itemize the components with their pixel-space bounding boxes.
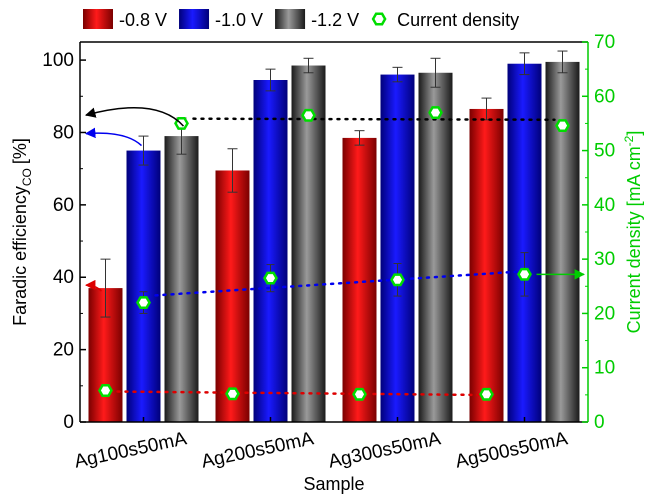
y2-tick-label: 30 xyxy=(594,249,615,270)
y2-tick-label: 60 xyxy=(594,86,615,107)
bar xyxy=(253,80,288,422)
y2-tick-label: 20 xyxy=(594,303,615,324)
y-tick-label: 80 xyxy=(53,122,74,143)
bar xyxy=(380,74,415,423)
y2-axis-label-superscript: -2 xyxy=(622,135,636,146)
bar xyxy=(418,72,453,422)
y-axis-label-unit: [%] xyxy=(10,138,30,164)
current-density-point xyxy=(301,108,316,122)
current-density-point xyxy=(428,106,443,120)
bar xyxy=(291,65,326,423)
legend-label: -0.8 V xyxy=(119,10,167,30)
current-density-point xyxy=(225,387,240,401)
y2-tick-label: 0 xyxy=(594,412,605,433)
current-density-point xyxy=(136,296,151,310)
y-tick-label: 0 xyxy=(63,412,74,433)
current-density-point xyxy=(555,119,570,133)
annotation-arrows xyxy=(84,107,586,292)
trend-line xyxy=(192,117,556,122)
current-density-points xyxy=(98,106,570,401)
bar xyxy=(342,137,377,422)
bar-layer xyxy=(88,61,580,423)
arrow-to-left-axis-red xyxy=(84,279,103,292)
y2-tick-label: 10 xyxy=(594,358,615,379)
x-tick-label: Ag200s50mA xyxy=(200,428,316,472)
trend-line xyxy=(154,270,518,297)
arrow-to-left-axis-black xyxy=(84,107,185,127)
current-density-point xyxy=(263,271,278,285)
y2-axis-label: Current density [mA cm-2] xyxy=(622,131,644,334)
bar xyxy=(469,108,504,422)
y2-axis-label-end: ] xyxy=(624,131,644,136)
y-tick-label: 20 xyxy=(53,340,74,361)
legend-label: -1.2 V xyxy=(311,10,359,30)
current-density-point xyxy=(352,387,367,401)
x-axis-label: Sample xyxy=(303,474,364,494)
y-tick-label: 60 xyxy=(53,195,74,216)
x-tick-label: Ag500s50mA xyxy=(454,428,570,472)
current-density-point xyxy=(98,384,113,397)
bar xyxy=(545,61,580,423)
x-tick-label: Ag300s50mA xyxy=(327,428,443,472)
y-tick-label: 40 xyxy=(53,267,74,288)
x-tick-label: Ag100s50mA xyxy=(73,428,189,472)
current-density-point xyxy=(390,273,405,287)
bar xyxy=(126,150,161,423)
current-density-point xyxy=(479,387,494,401)
arrow-to-left-axis-blue xyxy=(84,127,143,147)
legend-hexagon-icon xyxy=(371,12,387,26)
y-tick-label: 100 xyxy=(42,50,74,71)
current-density-point xyxy=(517,267,532,281)
bar xyxy=(164,136,199,422)
legend-label: -1.0 V xyxy=(215,10,263,30)
bar xyxy=(507,63,542,422)
y-axis-label-subscript: CO xyxy=(20,168,34,186)
legend-label: Current density xyxy=(397,10,519,30)
legend-swatch xyxy=(83,9,113,29)
y-axis-label-main: Faradic efficiency xyxy=(10,186,30,326)
y2-axis-label-main: Current density [mA cm xyxy=(624,146,644,333)
legend-swatch xyxy=(179,9,210,29)
y-axis-label: Faradic efficiencyCO [%] xyxy=(10,138,34,326)
bar xyxy=(215,170,250,422)
y2-tick-label: 50 xyxy=(594,141,615,162)
y2-tick-label: 70 xyxy=(594,32,615,53)
axes xyxy=(79,41,589,423)
legend: -0.8 V -1.0 V -1.2 V Current density xyxy=(83,9,519,30)
legend-swatch xyxy=(275,9,306,29)
y2-tick-label: 40 xyxy=(594,195,615,216)
